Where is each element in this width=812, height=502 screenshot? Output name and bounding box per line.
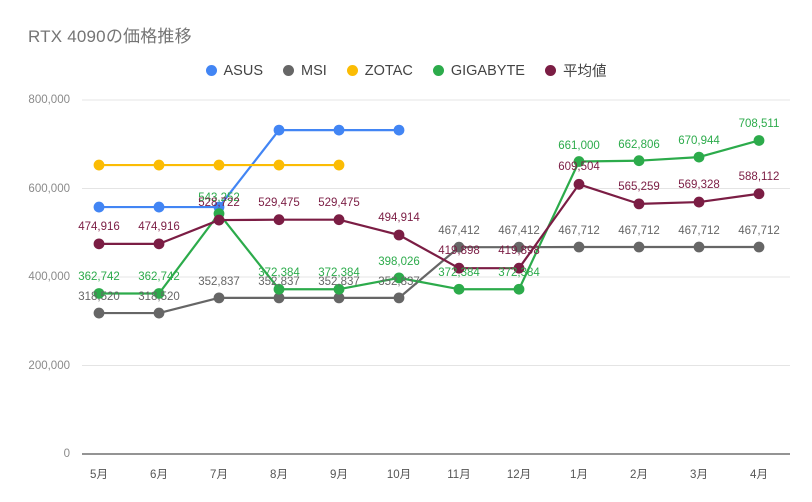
data-point-marker[interactable] bbox=[573, 156, 585, 167]
chart-title: RTX 4090の価格推移 bbox=[28, 27, 192, 46]
y-tick-label: 200,000 bbox=[28, 359, 70, 372]
data-point-marker[interactable] bbox=[753, 241, 765, 253]
x-tick-label: 9月 bbox=[330, 469, 348, 481]
data-point-marker[interactable] bbox=[513, 262, 525, 274]
x-tick-label: 11月 bbox=[447, 469, 471, 481]
data-point-marker[interactable] bbox=[393, 124, 405, 136]
data-point-marker[interactable] bbox=[93, 201, 105, 213]
data-point-marker[interactable] bbox=[333, 214, 345, 226]
gridlines-group bbox=[82, 99, 790, 455]
data-point-marker[interactable] bbox=[633, 241, 645, 253]
series-markers-group bbox=[93, 124, 765, 319]
data-point-marker[interactable] bbox=[93, 238, 105, 250]
data-point-marker[interactable] bbox=[273, 214, 285, 226]
x-tick-label: 7月 bbox=[210, 469, 228, 481]
data-point-marker[interactable] bbox=[213, 214, 225, 226]
data-point-marker[interactable] bbox=[513, 283, 525, 295]
data-point-marker[interactable] bbox=[273, 292, 285, 304]
data-point-marker[interactable] bbox=[273, 283, 285, 295]
data-point-marker[interactable] bbox=[153, 201, 165, 213]
data-point-marker[interactable] bbox=[393, 229, 405, 241]
series-lines-group bbox=[97, 128, 761, 315]
x-tick-label: 2月 bbox=[630, 469, 648, 481]
data-point-marker[interactable] bbox=[393, 292, 405, 304]
data-point-marker[interactable] bbox=[333, 124, 345, 136]
data-point-marker[interactable] bbox=[453, 241, 465, 253]
data-point-marker[interactable] bbox=[393, 272, 405, 284]
data-point-marker[interactable] bbox=[153, 288, 165, 299]
data-point-marker[interactable] bbox=[453, 283, 465, 295]
data-point-marker[interactable] bbox=[633, 198, 645, 210]
data-point-marker[interactable] bbox=[333, 159, 345, 171]
data-point-marker[interactable] bbox=[333, 292, 345, 304]
series-line-asus bbox=[97, 128, 401, 209]
data-point-marker[interactable] bbox=[693, 196, 705, 208]
data-point-marker[interactable] bbox=[93, 307, 105, 319]
data-point-marker[interactable] bbox=[573, 178, 585, 190]
x-tick-label: 4月 bbox=[750, 469, 768, 481]
data-point-marker[interactable] bbox=[273, 124, 285, 136]
data-point-marker[interactable] bbox=[693, 241, 705, 253]
data-point-marker[interactable] bbox=[153, 159, 165, 171]
data-point-marker[interactable] bbox=[753, 188, 765, 200]
data-point-marker[interactable] bbox=[213, 292, 225, 304]
data-point-marker[interactable] bbox=[633, 155, 645, 167]
data-point-marker[interactable] bbox=[93, 288, 105, 299]
data-point-marker[interactable] bbox=[513, 241, 525, 253]
data-point-marker[interactable] bbox=[693, 151, 705, 163]
series-line-gigabyte bbox=[97, 139, 761, 295]
data-point-marker[interactable] bbox=[213, 159, 225, 171]
data-point-marker[interactable] bbox=[273, 159, 285, 171]
x-tick-label: 3月 bbox=[690, 469, 708, 481]
data-point-marker[interactable] bbox=[153, 307, 165, 319]
x-tick-label: 12月 bbox=[506, 469, 532, 481]
series-line-msi bbox=[97, 245, 761, 315]
data-point-marker[interactable] bbox=[453, 262, 465, 274]
x-tick-label: 10月 bbox=[386, 469, 412, 481]
data-point-marker[interactable] bbox=[153, 238, 165, 250]
series-line-平均値 bbox=[97, 183, 761, 270]
x-tick-label: 5月 bbox=[90, 469, 108, 481]
x-tick-label: 1月 bbox=[570, 469, 588, 481]
y-tick-label: 600,000 bbox=[28, 182, 70, 195]
y-tick-label: 0 bbox=[63, 448, 70, 460]
y-tick-label: 400,000 bbox=[28, 271, 70, 283]
data-point-marker[interactable] bbox=[753, 135, 765, 146]
data-point-marker[interactable] bbox=[333, 283, 345, 295]
y-tick-label: 800,000 bbox=[28, 94, 70, 106]
x-tick-label: 6月 bbox=[150, 469, 168, 481]
data-point-marker[interactable] bbox=[93, 159, 105, 171]
data-point-marker[interactable] bbox=[573, 241, 585, 253]
x-tick-label: 8月 bbox=[270, 469, 288, 481]
